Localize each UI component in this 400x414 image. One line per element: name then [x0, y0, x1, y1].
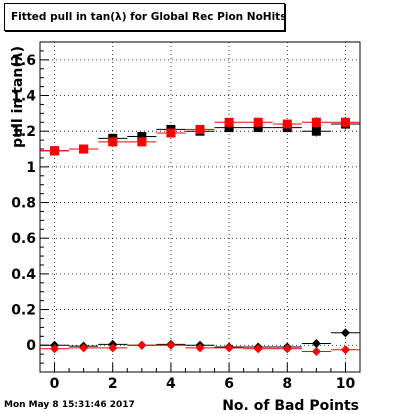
data-point-diamond-3-10 — [340, 345, 350, 355]
data-point-diamond-3-0 — [50, 344, 60, 354]
data-point-diamond-3-2 — [108, 343, 118, 353]
data-point-diamond-3-6 — [224, 343, 234, 353]
y-tick-label-6: 1.2 — [11, 124, 36, 140]
grid-layer — [40, 42, 360, 372]
y-tick-label-7: 1.4 — [11, 89, 36, 105]
data-point-square-1-5 — [195, 124, 205, 134]
data-point-diamond-3-3 — [137, 340, 147, 350]
x-tick-label-0: 0 — [50, 376, 60, 392]
x-tick-label-2: 4 — [166, 376, 176, 392]
data-point-square-1-10 — [340, 117, 350, 127]
data-point-square-1-0 — [50, 146, 60, 156]
data-point-square-1-4 — [166, 128, 176, 138]
data-point-square-0-7 — [253, 123, 263, 133]
chart-title: Fitted pull in tan(λ) for Global Rec Pio… — [11, 11, 287, 23]
data-point-square-1-8 — [282, 119, 292, 129]
data-point-diamond-2-9 — [311, 338, 321, 348]
x-axis-label: No. of Bad Points — [222, 398, 359, 414]
y-tick-label-1: 0.2 — [11, 303, 36, 319]
x-tick-label-4: 8 — [282, 376, 292, 392]
data-point-square-1-3 — [137, 137, 147, 147]
title-box: Fitted pull in tan(λ) for Global Rec Pio… — [4, 3, 287, 31]
data-point-square-1-7 — [253, 117, 263, 127]
y-tick-label-3: 0.6 — [11, 231, 36, 247]
label-layer: 0 2 4 6 8 10 0 0.2 0.4 0.6 0.8 1 1.2 1.4 1.6 No. of Bad… — [10, 46, 359, 414]
data-point-square-0-9 — [311, 126, 321, 136]
data-point-diamond-3-4 — [166, 340, 176, 350]
series-3 — [40, 340, 360, 356]
data-point-square-1-1 — [79, 144, 89, 154]
data-point-square-1-2 — [108, 137, 118, 147]
data-point-square-1-9 — [311, 117, 321, 127]
data-point-square-0-3 — [137, 132, 147, 142]
x-tick-label-3: 6 — [224, 376, 234, 392]
data-point-square-1-6 — [224, 117, 234, 127]
y-axis-label: pull in tan(λ) — [10, 46, 26, 148]
series-1 — [40, 116, 360, 156]
data-point-square-0-6 — [224, 123, 234, 133]
timestamp: Mon May 8 15:31:46 2017 — [4, 400, 135, 410]
data-point-diamond-2-10 — [340, 328, 350, 338]
y-tick-label-4: 0.8 — [11, 196, 36, 212]
y-tick-label-5: 1 — [26, 160, 36, 176]
y-tick-label-2: 0.4 — [11, 267, 36, 283]
axes-layer — [39, 41, 361, 373]
data-point-diamond-3-5 — [195, 343, 205, 353]
x-tick-label-1: 2 — [108, 376, 118, 392]
series-layer — [40, 116, 360, 356]
x-tick-label-5: 10 — [336, 376, 356, 392]
data-point-diamond-3-1 — [79, 343, 89, 353]
y-tick-label-8: 1.6 — [11, 53, 36, 69]
y-tick-label-0: 0 — [26, 338, 36, 354]
data-point-diamond-3-8 — [282, 344, 292, 354]
data-point-diamond-3-9 — [311, 346, 321, 356]
plot-frame — [39, 41, 361, 373]
data-point-diamond-3-7 — [253, 344, 263, 354]
